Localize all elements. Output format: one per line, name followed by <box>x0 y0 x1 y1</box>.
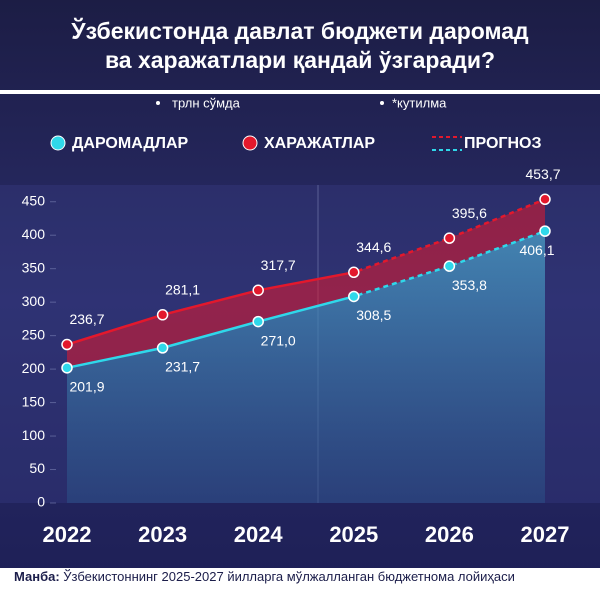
x-tick-label: 2025 <box>329 522 378 547</box>
legend-marker <box>50 135 66 151</box>
legend-label: ПРОГНОЗ <box>464 135 542 152</box>
source-text: Ўзбекистоннинг 2025-2027 йилларга мўлжал… <box>63 569 515 584</box>
y-tick-label: 400 <box>22 226 46 242</box>
footer <box>0 568 600 600</box>
x-tick-label: 2027 <box>521 522 570 547</box>
point <box>443 232 456 244</box>
y-tick-label: 150 <box>22 393 46 409</box>
point <box>539 193 551 206</box>
band <box>67 199 545 368</box>
legend-label: ДАРОМАДЛАР <box>72 135 189 152</box>
chart-title: ва харажатлари қандай ўзгаради? <box>105 47 495 73</box>
point <box>539 225 551 237</box>
point <box>348 290 360 303</box>
note: трлн сўмда <box>172 95 241 110</box>
point <box>252 315 264 328</box>
y-tick-label: 300 <box>22 293 46 309</box>
value-label: 317,7 <box>261 257 296 273</box>
bullet <box>156 101 160 105</box>
source-label: Манба: <box>14 569 60 584</box>
y-tick-label: 100 <box>22 427 46 443</box>
point <box>156 342 169 354</box>
value-label: 236,7 <box>69 311 104 327</box>
point <box>443 260 456 272</box>
x-tick-label: 2024 <box>234 522 284 547</box>
value-label: 271,0 <box>261 332 296 348</box>
line <box>66 229 546 370</box>
x-tick-label: 2023 <box>138 522 187 547</box>
y-tick-label: 250 <box>22 326 46 342</box>
note: *кутилма <box>392 95 447 110</box>
value-label: 395,6 <box>452 205 487 221</box>
y-tick-label: 0 <box>37 494 45 510</box>
y-tick-label: 350 <box>22 259 46 275</box>
point <box>252 284 264 297</box>
point <box>61 338 73 351</box>
x-tick-label: 2026 <box>425 522 474 547</box>
value-label: 308,5 <box>356 307 391 323</box>
bullet <box>380 101 384 105</box>
line <box>66 198 546 346</box>
source: Манба: Ўзбекистоннинг 2025-2027 йилларга… <box>14 569 515 584</box>
value-label: 344,6 <box>356 239 391 255</box>
area <box>67 231 545 503</box>
y-tick-label: 200 <box>22 360 46 376</box>
value-label: 353,8 <box>452 277 487 293</box>
value-label: 453,7 <box>525 166 560 182</box>
value-label: 281,1 <box>165 282 200 298</box>
y-tick-label: 50 <box>29 460 45 476</box>
point <box>348 266 360 279</box>
value-label: 201,9 <box>69 379 104 395</box>
point <box>61 362 73 374</box>
legend-marker <box>242 135 258 151</box>
value-label: 231,7 <box>165 359 200 375</box>
point <box>156 309 169 321</box>
legend-label: ХАРАЖАТЛАР <box>264 135 375 152</box>
title-rule <box>0 90 600 94</box>
value-label: 406,1 <box>519 242 554 258</box>
y-tick-label: 450 <box>22 192 46 208</box>
chart-title: Ўзбекистонда давлат бюджети даромад <box>70 17 529 44</box>
x-tick-label: 2022 <box>43 522 92 547</box>
